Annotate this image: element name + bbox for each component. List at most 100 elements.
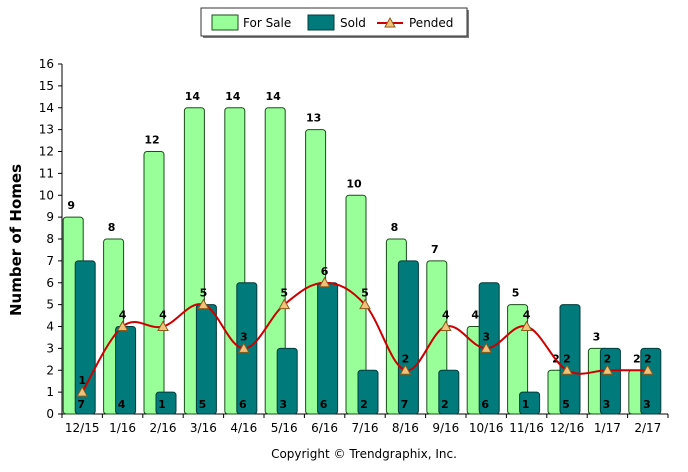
sold-bar: [155, 391, 177, 415]
sold-value-label: 6: [239, 398, 247, 411]
sold-value-label: 4: [118, 398, 126, 411]
y-tick-label: 4: [46, 320, 54, 334]
for-sale-value-label: 12: [144, 134, 159, 147]
sold-value-label: 5: [199, 398, 207, 411]
x-tick-label: 9/16: [432, 421, 459, 435]
pended-value-label: 4: [159, 309, 167, 322]
pended-marker: [157, 320, 169, 331]
pended-value-label: 5: [200, 287, 208, 300]
pended-value-label: 4: [442, 309, 450, 322]
pended-value-label: 6: [321, 265, 329, 278]
sold-value-label: 1: [158, 398, 166, 411]
legend-label-pended: Pended: [409, 16, 453, 30]
copyright-text: Copyright © Trendgraphix, Inc.: [271, 447, 457, 461]
pended-marker: [318, 276, 331, 288]
pended-value-label: 4: [119, 309, 127, 322]
sold-bar: [357, 369, 379, 415]
pended-value-label: 3: [240, 330, 248, 343]
pended-value-label: 2: [563, 352, 571, 365]
y-tick-label: 13: [39, 123, 54, 137]
for-sale-value-label: 14: [266, 90, 282, 103]
x-tick-label: 7/16: [352, 421, 379, 435]
y-tick-label: 1: [46, 385, 54, 399]
for-sale-value-label: 7: [431, 243, 439, 256]
x-tick-label: 3/16: [190, 421, 217, 435]
sold-bar: [640, 347, 662, 415]
for-sale-value-label: 4: [471, 309, 479, 322]
y-tick-label: 7: [46, 254, 54, 268]
x-tick-label: 10/16: [469, 421, 504, 435]
pended-value-label: 2: [402, 352, 410, 365]
pended-value-label: 2: [604, 352, 612, 365]
legend-label-sold: Sold: [340, 16, 366, 30]
sold-value-label: 7: [401, 398, 409, 411]
sold-value-label: 3: [643, 398, 651, 411]
y-tick-label: 5: [46, 298, 54, 312]
legend-swatch-pended-marker: [384, 16, 396, 28]
legend-label-for-sale: For Sale: [243, 16, 291, 30]
y-tick-label: 16: [39, 57, 54, 71]
y-tick-label: 0: [46, 407, 54, 421]
sold-bar: [519, 391, 541, 415]
pended-marker: [561, 364, 573, 375]
for-sale-value-label: 9: [67, 199, 75, 212]
pended-marker: [601, 364, 614, 375]
for-sale-value-label: 2: [633, 352, 641, 365]
sold-bar: [559, 304, 581, 415]
pended-marker: [399, 364, 412, 375]
x-tick-label: 4/16: [230, 421, 257, 435]
pended-marker: [278, 298, 291, 310]
for-sale-value-label: 8: [108, 221, 116, 234]
sold-bar: [317, 282, 339, 415]
x-tick-label: 2/17: [634, 421, 661, 435]
y-tick-label: 14: [39, 101, 54, 115]
sold-value-label: 2: [441, 398, 449, 411]
pended-marker: [520, 320, 533, 331]
sold-bar: [397, 260, 419, 415]
sold-bar: [74, 260, 96, 415]
pended-value-label: 3: [482, 330, 490, 343]
sold-bar: [276, 347, 298, 415]
legend: For Sale Sold Pended: [200, 7, 469, 38]
x-tick-label: 1/16: [109, 421, 136, 435]
for-sale-value-label: 3: [593, 330, 601, 343]
sold-bar: [438, 369, 460, 415]
pended-marker: [480, 342, 493, 353]
x-tick-label: 11/16: [509, 421, 544, 435]
for-sale-value-label: 8: [391, 221, 399, 234]
y-axis-label: Number of Homes: [7, 164, 25, 316]
pended-value-label: 4: [523, 309, 531, 322]
pended-value-label: 2: [644, 352, 652, 365]
sold-value-label: 7: [77, 398, 85, 411]
for-sale-value-label: 13: [306, 112, 321, 125]
y-tick-label: 12: [39, 145, 54, 159]
legend-swatch-sold: [307, 14, 335, 31]
for-sale-bar: [143, 151, 165, 415]
x-tick-label: 1/17: [594, 421, 621, 435]
x-tick-label: 2/16: [150, 421, 177, 435]
for-sale-value-label: 5: [512, 287, 520, 300]
sold-value-label: 3: [279, 398, 287, 411]
legend-swatch-for-sale: [211, 14, 239, 31]
pended-marker: [641, 364, 654, 375]
for-sale-bar: [264, 107, 286, 415]
pended-marker: [237, 342, 250, 353]
for-sale-value-label: 14: [185, 90, 201, 103]
pended-value-label: 5: [361, 287, 369, 300]
pended-value-label: 5: [280, 287, 288, 300]
sold-value-label: 2: [360, 398, 368, 411]
for-sale-bar: [507, 304, 529, 415]
for-sale-value-label: 10: [346, 177, 362, 190]
pended-marker: [359, 298, 371, 310]
y-tick-label: 10: [39, 188, 54, 202]
pended-marker: [116, 320, 129, 331]
pended-marker: [197, 298, 210, 310]
x-tick-label: 6/16: [311, 421, 338, 435]
y-tick-label: 3: [46, 341, 54, 355]
x-tick-label: 12/16: [550, 421, 585, 435]
y-tick-label: 8: [46, 232, 54, 246]
x-tick-label: 12/15: [65, 421, 100, 435]
sold-value-label: 5: [562, 398, 570, 411]
